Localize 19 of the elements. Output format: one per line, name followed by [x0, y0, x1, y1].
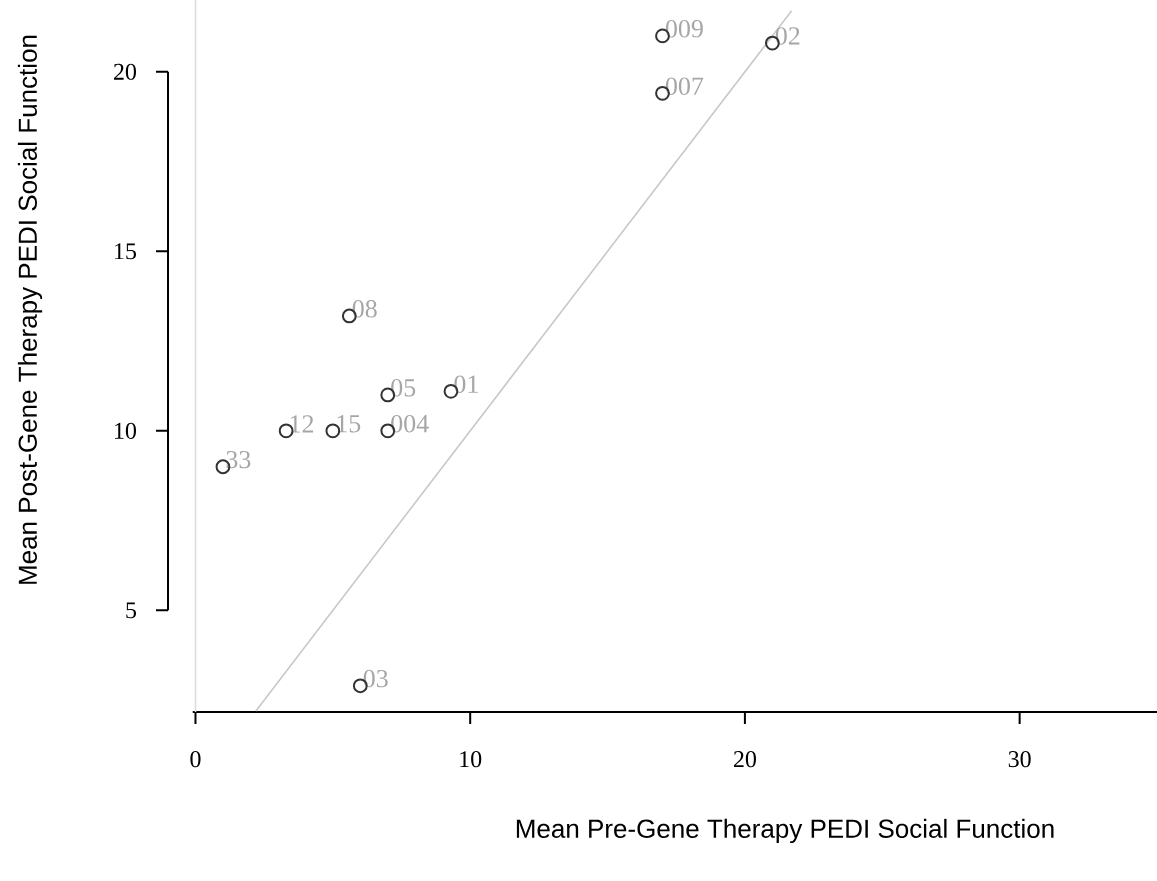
y-tick-label: 5 [126, 602, 137, 619]
x-tick-label: 10 [460, 751, 482, 768]
annotation: 33 [226, 450, 251, 469]
x-tick-label: 30 [1008, 751, 1031, 768]
annotation: 12 [290, 415, 314, 433]
annotation: 007 [665, 77, 704, 95]
y-axis-title: Mean Post-Gene Therapy PEDI Social Function [17, 35, 43, 584]
y-tick-label: 15 [115, 243, 137, 260]
annotation: 009 [665, 19, 703, 38]
annotation: 15 [337, 415, 361, 433]
annotation: 004 [391, 414, 429, 433]
x-axis-title: Mean Pre-Gene Therapy PEDI Social Function [516, 818, 1054, 844]
y-tick-label: 10 [115, 422, 137, 439]
annotation: 08 [352, 300, 377, 318]
x-tick-label: 20 [733, 751, 756, 768]
x-tick-label: 0 [190, 751, 201, 768]
annotation: 02 [775, 27, 800, 45]
y-tick-label: 20 [114, 63, 137, 80]
annotation: 03 [363, 669, 388, 688]
